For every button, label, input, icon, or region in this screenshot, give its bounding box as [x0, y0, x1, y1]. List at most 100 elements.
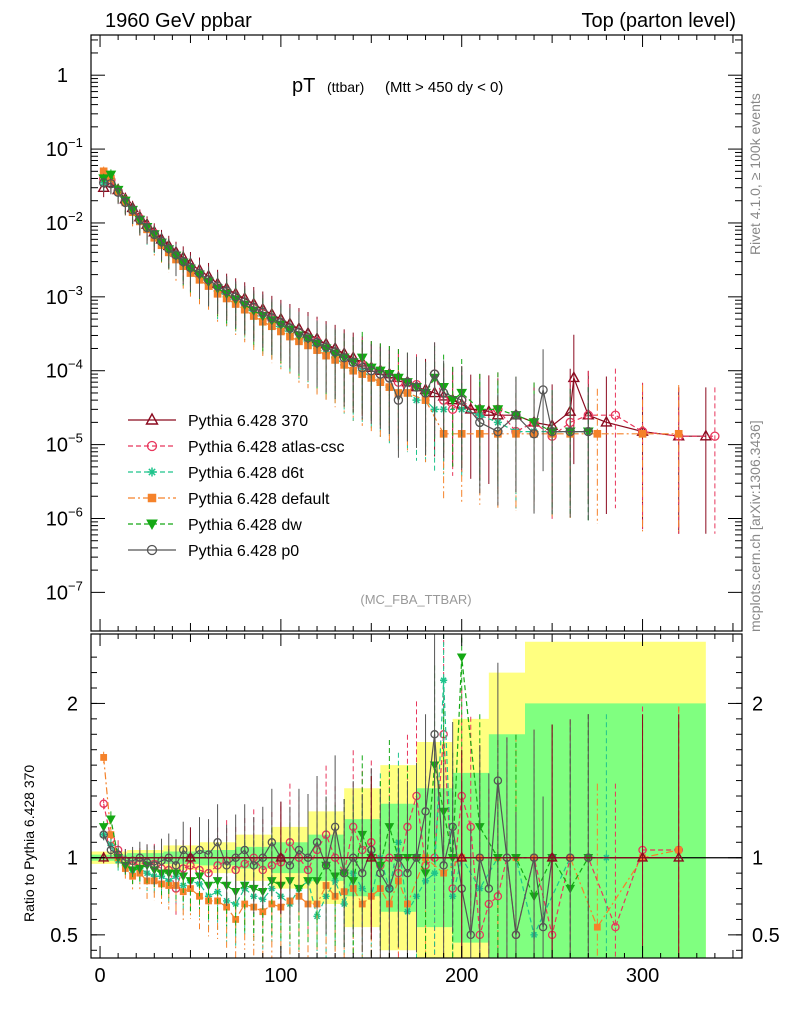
- x-tick-label: 100: [264, 965, 297, 987]
- y-tick-exponent: −4: [68, 357, 83, 372]
- main-plot: 110−110−210−310−410−510−610−7 pT (ttbar)…: [46, 34, 743, 632]
- plot-title-main: pT: [292, 75, 315, 97]
- data-point: [393, 395, 404, 405]
- data-point: [267, 313, 277, 323]
- ratio-series-pythia-6-428-p0: [99, 634, 593, 958]
- ratio-point: [440, 676, 448, 684]
- ratio-plot-content: [91, 634, 742, 958]
- y-tick-label: 10: [46, 213, 68, 235]
- x-tick-label: 0: [94, 965, 105, 987]
- y-tick-exponent: −5: [68, 431, 83, 446]
- plot-title-cut: (Mtt > 450 dy < 0): [385, 79, 503, 96]
- analysis-watermark: (MC_FBA_TTBAR): [360, 592, 471, 607]
- ratio-y-tick-label-right: 2: [752, 693, 763, 715]
- data-point: [475, 417, 485, 428]
- main-plot-axes: 110−110−210−310−410−510−610−7: [46, 34, 743, 632]
- data-point: [330, 347, 340, 357]
- data-point: [230, 292, 241, 302]
- ratio-point: [385, 884, 394, 893]
- ratio-point: [339, 868, 349, 878]
- legend-item-pythia-6-428-d6t: Pythia 6.428 d6t: [128, 465, 304, 482]
- ratio-series-pythia-6-428-370: [98, 714, 685, 958]
- data-point: [699, 429, 712, 441]
- legend-marker: [147, 467, 157, 477]
- y-tick-label: 10: [46, 508, 68, 530]
- legend-label: Pythia 6.428 default: [188, 491, 330, 508]
- ratio-plot-axes: 0.5 0.5 1 1 2 2 0 100 200 300: [50, 633, 780, 987]
- y-tick-label: 1: [57, 65, 68, 87]
- data-point: [276, 317, 286, 328]
- ratio-y-tick-label-left: 0.5: [50, 925, 78, 947]
- data-point: [547, 426, 557, 437]
- ratio-y-tick-label-left: 2: [67, 693, 78, 715]
- ratio-point: [195, 845, 204, 855]
- data-point: [142, 222, 152, 233]
- data-point: [221, 286, 232, 296]
- data-point: [294, 327, 304, 338]
- series-pythia-6-428-p0: [98, 178, 593, 521]
- ratio-point: [178, 845, 188, 855]
- ratio-point: [98, 851, 110, 862]
- ratio-point: [365, 851, 377, 862]
- data-point: [106, 178, 116, 189]
- ratio-point: [466, 930, 475, 940]
- legend-marker: [146, 519, 158, 531]
- data-point: [348, 357, 358, 368]
- series-line: [103, 170, 679, 435]
- data-point: [120, 197, 131, 208]
- data-point: [710, 431, 720, 441]
- ratio-point: [673, 851, 685, 862]
- ratio-point: [98, 823, 109, 832]
- data-point: [185, 262, 196, 273]
- data-point: [135, 215, 145, 225]
- data-point: [638, 429, 647, 438]
- legend-label: Pythia 6.428 d6t: [188, 465, 304, 482]
- data-point: [312, 337, 322, 348]
- ratio-point: [330, 822, 340, 832]
- ratio-y-tick-label-left: 1: [67, 848, 78, 870]
- legend-marker: [146, 544, 158, 556]
- data-point: [98, 178, 109, 188]
- data-point: [610, 410, 621, 420]
- mcplots-label: mcplots.cern.ch [arXiv:1306.3436]: [747, 420, 763, 632]
- y-tick-label: 10: [46, 582, 68, 604]
- legend-label: Pythia 6.428 p0: [188, 543, 299, 560]
- data-point: [366, 366, 376, 376]
- y-tick-exponent: −3: [68, 283, 83, 298]
- ratio-point: [213, 838, 222, 847]
- header-left: 1960 GeV ppbar: [105, 10, 252, 32]
- legend-item-pythia-6-428-370: Pythia 6.428 370: [128, 412, 308, 430]
- data-point: [203, 275, 214, 285]
- data-point: [538, 385, 548, 395]
- data-point: [113, 187, 123, 198]
- header-right: Top (parton level): [581, 10, 736, 32]
- legend-marker: [146, 440, 158, 452]
- legend: Pythia 6.428 370 Pythia 6.428 atlas-csc Py…: [128, 412, 345, 560]
- ratio-point: [99, 830, 108, 839]
- ratio-point: [321, 861, 331, 870]
- ratio-point: [187, 885, 194, 892]
- series-line: [103, 177, 715, 437]
- ratio-point: [267, 838, 277, 847]
- data-point: [105, 170, 117, 181]
- legend-item-pythia-6-428-default: Pythia 6.428 default: [128, 491, 330, 508]
- data-point: [457, 395, 467, 405]
- data-point: [384, 373, 395, 383]
- ratio-point: [249, 861, 258, 870]
- data-point: [321, 342, 331, 352]
- series-line: [103, 182, 589, 436]
- ratio-point: [312, 838, 322, 847]
- ratio-point: [294, 845, 304, 855]
- ratio-point: [611, 922, 620, 932]
- ratio-point: [456, 851, 468, 862]
- data-point: [402, 377, 413, 387]
- ratio-ylabel: Ratio to Pythia 6.428 370: [21, 765, 37, 922]
- y-tick-label: 10: [46, 139, 68, 161]
- ratio-point: [275, 851, 287, 862]
- legend-item-pythia-6-428-atlas-csc: Pythia 6.428 atlas-csc: [128, 439, 345, 456]
- plot-title-sub: (ttbar): [327, 79, 364, 95]
- ratio-point: [222, 861, 231, 870]
- legend-item-pythia-6-428-dw: Pythia 6.428 dw: [128, 517, 302, 534]
- data-point: [149, 229, 159, 240]
